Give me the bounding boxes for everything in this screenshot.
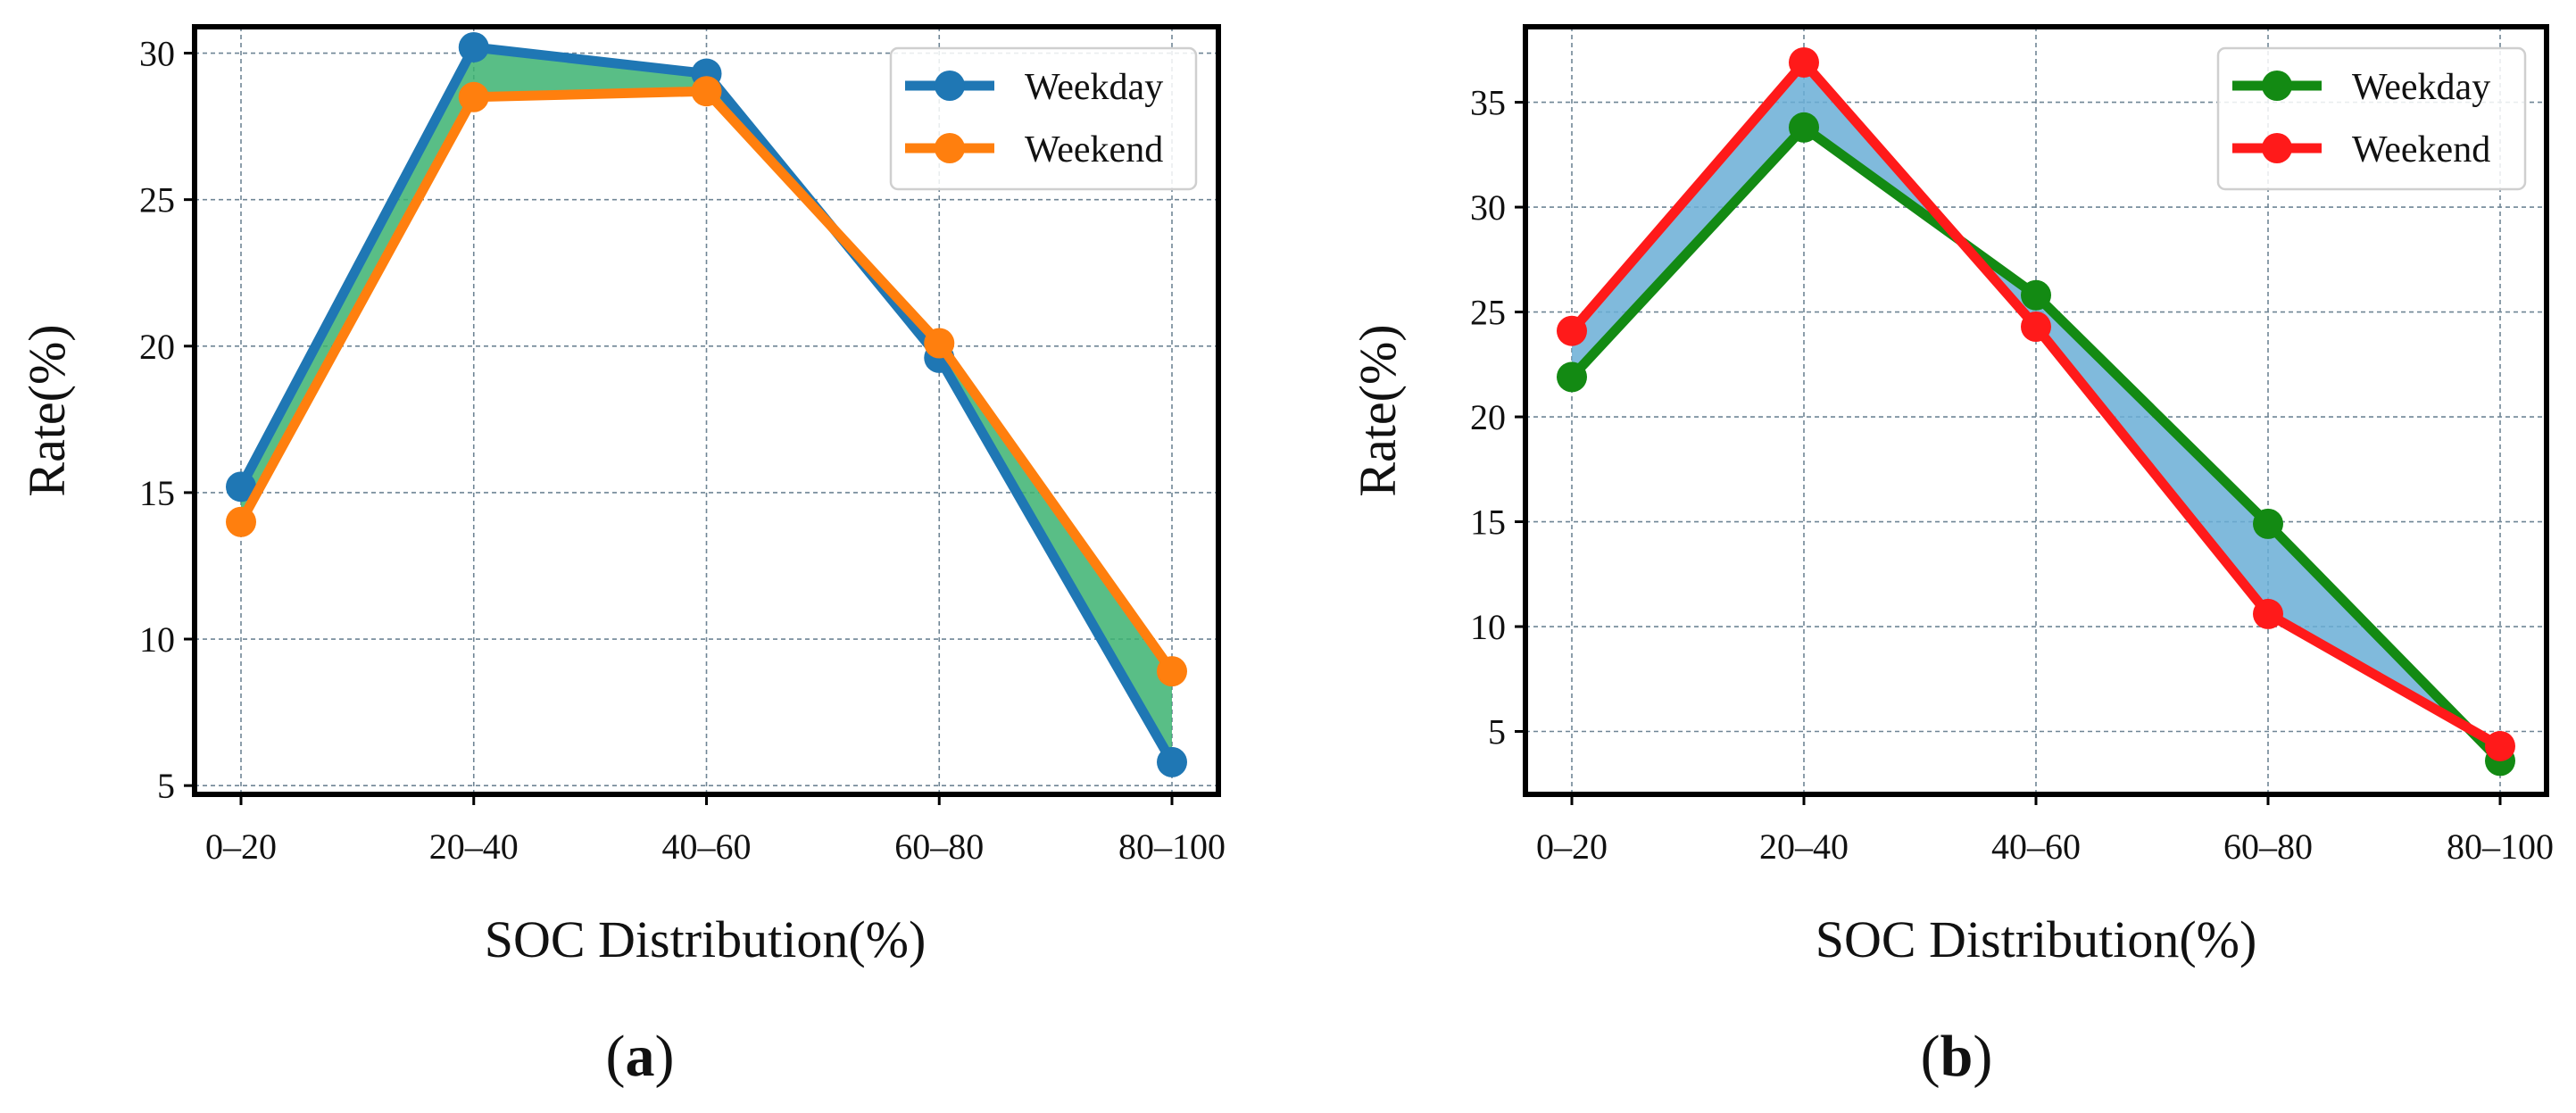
y-tick-label: 5 [1488, 712, 1506, 752]
data-point-weekend [2021, 311, 2051, 343]
data-point-weekend [691, 76, 722, 107]
data-point-weekday [1157, 746, 1187, 777]
y-tick-label: 20 [139, 327, 175, 367]
x-tick-label: 60–80 [2223, 826, 2313, 867]
data-point-weekend [1157, 656, 1187, 687]
data-point-weekend [458, 81, 489, 112]
y-tick-label: 10 [139, 619, 175, 660]
legend-label: Weekend [2352, 129, 2490, 170]
legend-swatch-marker [2262, 71, 2292, 101]
y-tick-label: 20 [1470, 397, 1506, 437]
legend-swatch-marker [935, 133, 965, 163]
y-tick-label: 15 [1470, 503, 1506, 543]
data-point-weekend [1789, 46, 1819, 78]
y-tick-label: 5 [157, 766, 175, 806]
legend-swatch-marker [2262, 133, 2292, 163]
y-tick-label: 10 [1470, 607, 1506, 647]
y-tick-label: 15 [139, 473, 175, 513]
data-point-weekend [2485, 730, 2515, 761]
x-tick-label: 40–60 [1991, 826, 2081, 867]
legend: Weekday Weekend [2216, 46, 2527, 191]
x-tick-label: 40–60 [662, 826, 752, 867]
data-point-weekday [226, 471, 256, 503]
legend-label: Weekend [1025, 129, 1163, 170]
panel-label-a: (a) [606, 1024, 675, 1089]
legend-swatch-marker [935, 71, 965, 101]
x-axis-label: SOC Distribution(%) [1816, 910, 2257, 968]
legend-label: Weekday [1025, 67, 1163, 108]
data-point-weekday [2021, 279, 2051, 311]
x-tick-label: 80–100 [2447, 826, 2554, 867]
y-axis-label: Rate(%) [18, 324, 76, 496]
data-point-weekend [924, 328, 955, 359]
data-point-weekend [2253, 598, 2283, 629]
x-tick-label: 0–20 [1536, 826, 1608, 867]
x-tick-label: 0–20 [205, 826, 277, 867]
y-tick-label: 30 [139, 34, 175, 74]
data-point-weekday [1557, 361, 1587, 393]
y-tick-label: 25 [1470, 293, 1506, 333]
data-point-weekend [1557, 315, 1587, 346]
fill-between-area [1572, 62, 2500, 761]
x-tick-label: 80–100 [1118, 826, 1226, 867]
y-tick-label: 35 [1470, 83, 1506, 123]
x-tick-label: 20–40 [1759, 826, 1849, 867]
y-axis-label: Rate(%) [1349, 324, 1407, 496]
data-point-weekday [1789, 112, 1819, 143]
chart-b: (b) 5 10 15 20 25 30 35 0–20 20–40 40–60 60–80 80–1… [1349, 24, 2554, 1089]
legend: Weekday Weekend [889, 46, 1198, 191]
series-weekend [1557, 46, 2515, 761]
data-point-weekend [226, 506, 256, 537]
y-tick-label: 25 [139, 180, 175, 220]
panel-label-b: (b) [1921, 1024, 1993, 1089]
legend-label: Weekday [2352, 67, 2490, 108]
x-tick-label: 20–40 [429, 826, 519, 867]
data-point-weekday [2253, 508, 2283, 539]
chart-a: (a) 5 10 15 20 25 30 0–20 20–40 40–60 60–80 80–100… [18, 24, 1226, 1089]
x-tick-label: 60–80 [894, 826, 984, 867]
series-weekend [226, 76, 1187, 687]
data-point-weekday [458, 31, 489, 62]
x-axis-label: SOC Distribution(%) [485, 910, 927, 968]
y-tick-label: 30 [1470, 187, 1506, 228]
